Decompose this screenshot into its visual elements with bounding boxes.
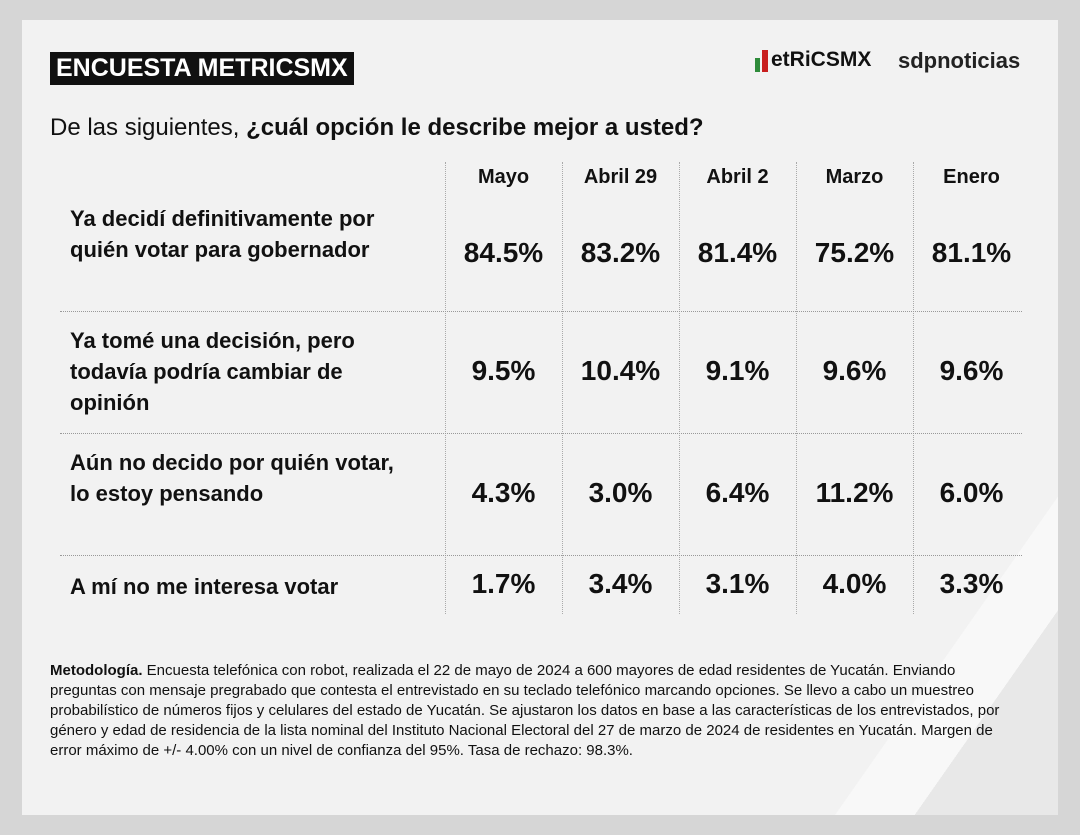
column-divider [796,162,797,614]
methodology-text: Encuesta telefónica con robot, realizada… [50,662,1000,759]
table-cell-value: 81.1% [931,237,1012,268]
table-cell-value: 75.2% [814,237,895,268]
column-header: Mayo [477,166,530,188]
table-cell-value: 6.0% [939,477,1004,508]
question-intro: De las siguientes, [50,114,247,141]
sdpnoticias-logo: sdpnoticias [898,48,1021,73]
methodology: Metodología. Encuesta telefónica con rob… [50,661,1020,761]
column-divider [562,162,563,614]
row-label: Ya decidí definitivamente por quién vota… [70,206,375,262]
row-label: A mí no me interesa votar [70,574,339,599]
column-header: Abril 29 [583,166,658,188]
table-cell-value: 9.1% [705,355,770,386]
question-bold: ¿cuál opción le describe mejor a usted? [246,114,704,141]
column-header: Enero [943,166,1000,188]
table-cell-value: 3.1% [705,568,770,599]
table-cell-value: 3.0% [588,477,653,508]
table-cell-value: 4.3% [471,477,536,508]
metricsmx-logo: etRiCSMX [755,48,871,72]
table-cell-value: 6.4% [705,477,770,508]
table-cell-value: 11.2% [815,477,894,508]
flag-bars-icon [755,50,769,72]
table-cell-value: 9.5% [471,355,536,386]
question: De las siguientes, ¿cuál opción le descr… [50,114,704,142]
column-divider [913,162,914,614]
table-cell-value: 81.4% [697,237,778,268]
column-divider [445,162,446,614]
row-divider [60,433,1022,434]
table-cell-value: 84.5% [463,237,544,268]
metricsmx-logo-text: etRiCSMX [771,48,872,71]
table-cell-value: 9.6% [822,355,887,386]
row-label: Aún no decido por quién votar, lo estoy … [70,450,394,506]
row-label: Ya tomé una decisión, pero todavía podrí… [70,328,355,415]
column-divider [679,162,680,614]
table-cell-value: 3.4% [588,568,653,599]
infographic-panel: ENCUESTA METRICSMX etRiCSMX sdpnoticias … [22,20,1058,815]
table-cell-value: 3.3% [939,568,1004,599]
column-header: Abril 2 [706,166,769,188]
table-cell-value: 9.6% [939,355,1004,386]
brand-title: ENCUESTA METRICSMX [50,52,354,85]
methodology-title: Metodología. [50,662,143,679]
row-divider [60,311,1022,312]
table-cell-value: 4.0% [822,568,887,599]
table-cell-value: 83.2% [580,237,661,268]
table-cell-value: 10.4% [580,355,661,386]
row-divider [60,555,1022,556]
column-header: Marzo [825,166,884,188]
table-cell-value: 1.7% [471,568,536,599]
